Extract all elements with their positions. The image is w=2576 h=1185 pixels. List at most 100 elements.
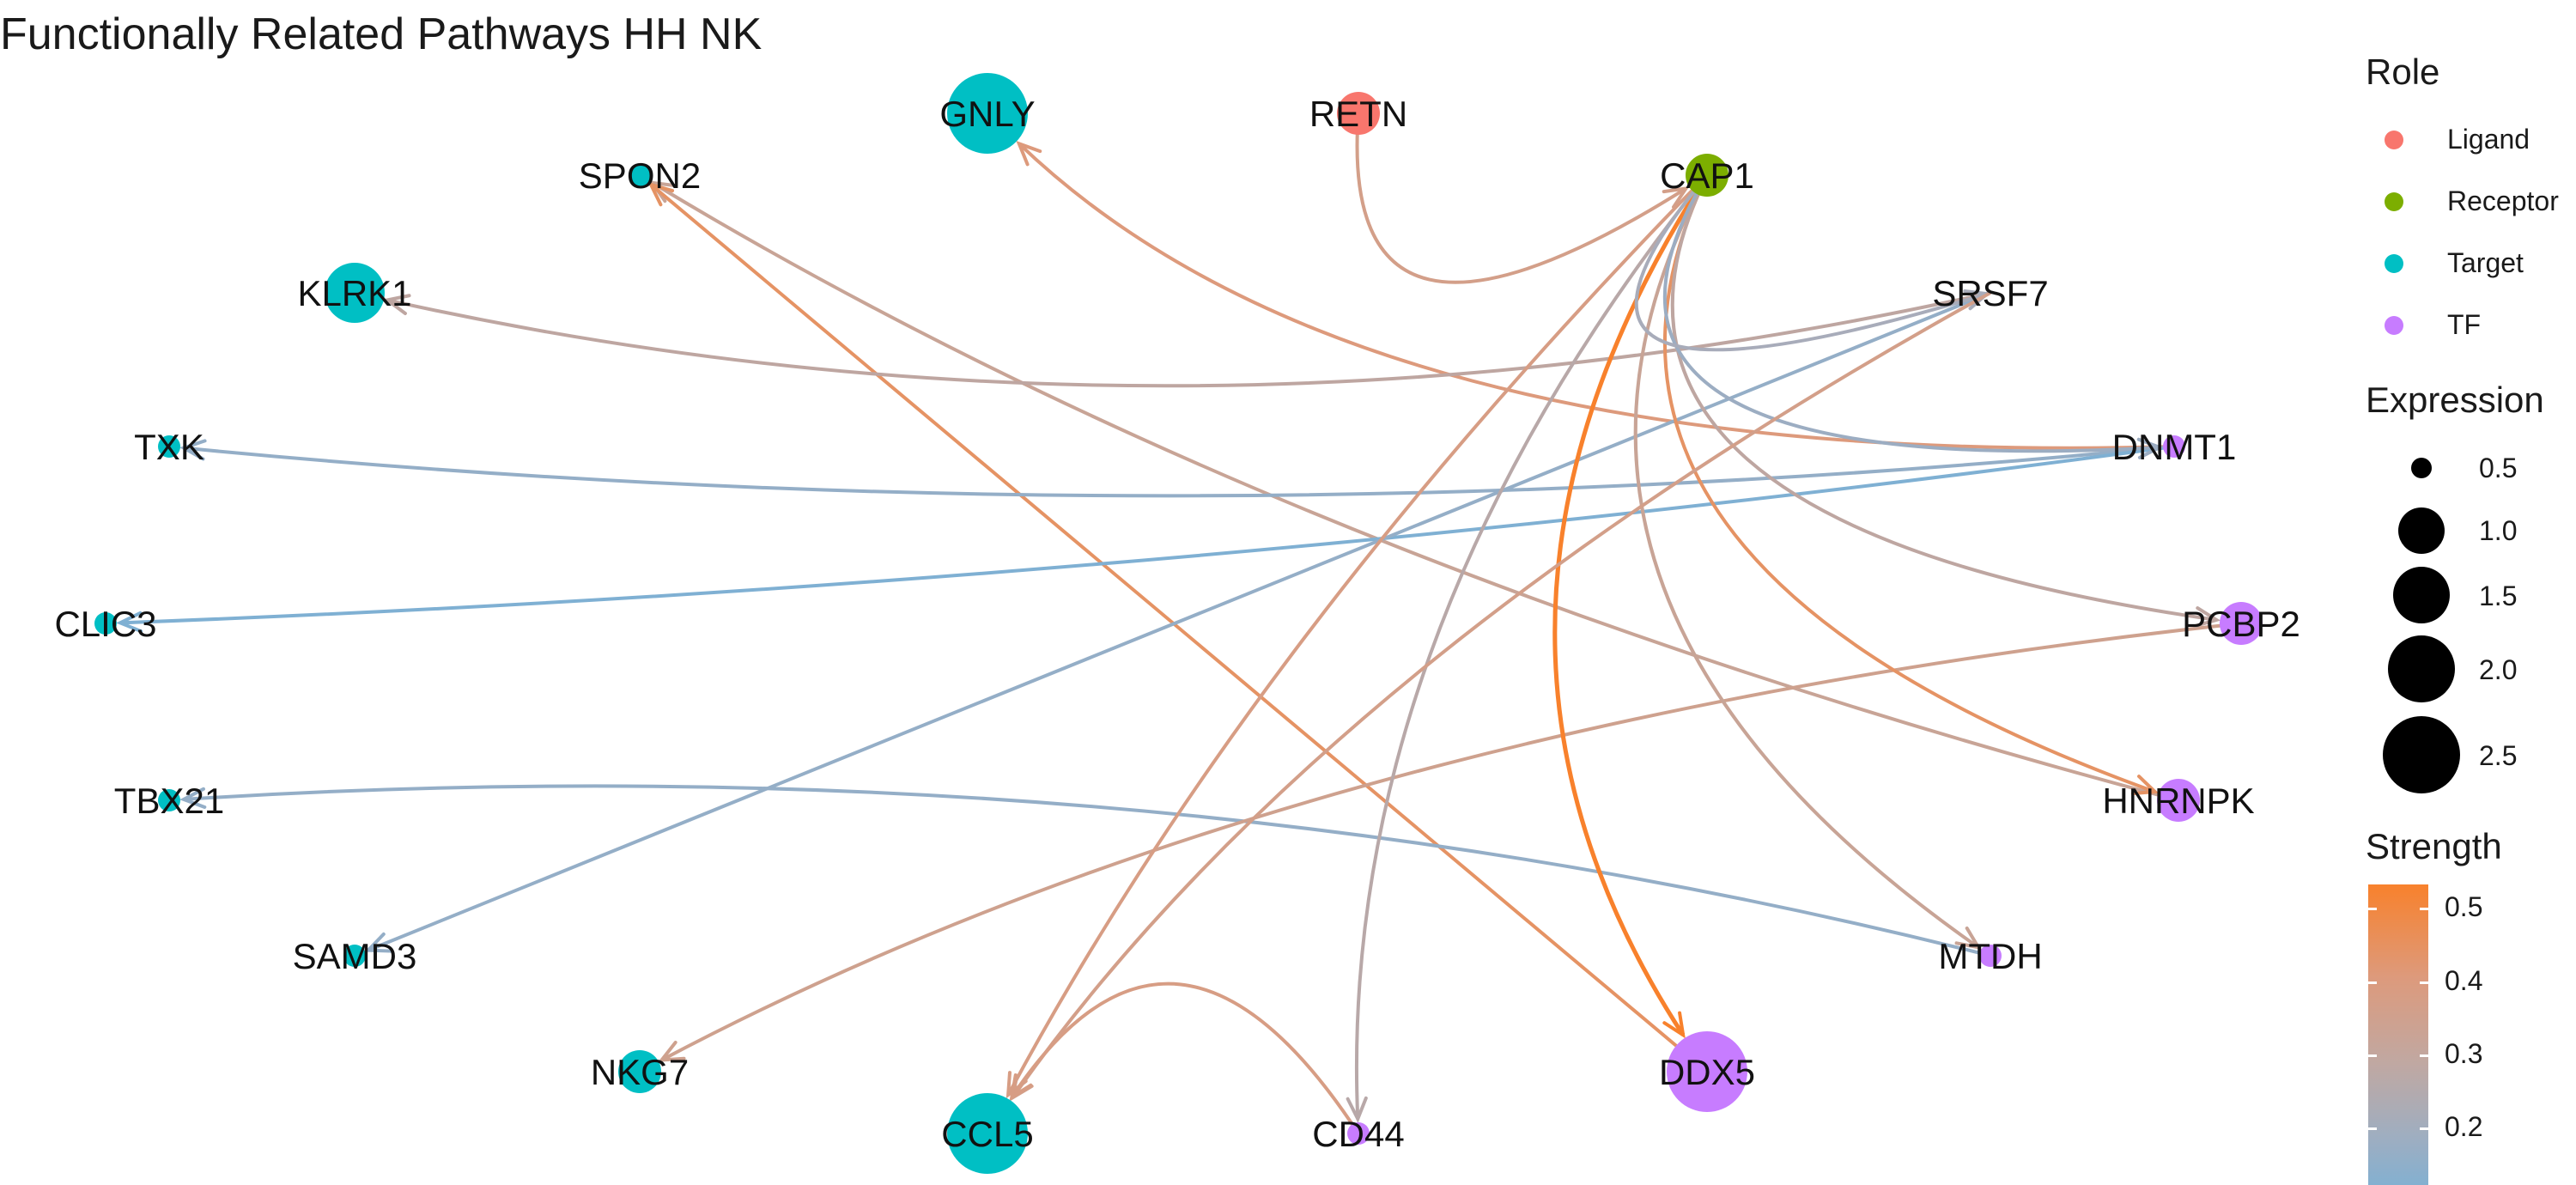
node-circle [343, 945, 366, 967]
edge-pcbp2-to-nkg7 [660, 622, 2242, 1062]
node-circle [618, 1050, 661, 1093]
node-layer: GNLY RETN SPON2 CAP1 KLRK1 SRSF7 TXK DNMT1 CLIC3… [54, 73, 2300, 1174]
strength-tick-right [2420, 1127, 2428, 1130]
legend-expression-title: Expression [2366, 380, 2544, 420]
node-retn: RETN [1309, 92, 1407, 135]
node-label: DNMT1 [2112, 427, 2237, 467]
node-cap1: CAP1 [1660, 154, 1754, 197]
node-circle [629, 164, 651, 186]
node-circle [1337, 92, 1380, 135]
edge-arrowhead [179, 787, 207, 809]
node-ddx5: DDX5 [1659, 1031, 1755, 1112]
node-circle [94, 612, 117, 635]
edge-arrowhead [2193, 606, 2221, 629]
node-circle [158, 789, 180, 811]
node-label: GNLY [939, 94, 1035, 134]
legend-expression-label: 1.0 [2479, 515, 2518, 546]
edge-hnrnpk-to-spon2 [651, 181, 2179, 802]
edge-arrowhead [364, 932, 392, 953]
strength-tick-right [2420, 1054, 2428, 1057]
edge-cap1-to-srsf7 [1634, 173, 1988, 352]
edge-cap1-to-ccl5 [1006, 173, 1709, 1096]
node-nkg7: NKG7 [591, 1050, 689, 1093]
node-circle [1347, 1122, 1370, 1145]
node-circle [947, 1093, 1028, 1174]
strength-colorbar [2368, 884, 2428, 1185]
legend-role-tf-dot [2385, 316, 2403, 335]
edge-cap1-to-dnmt1 [1662, 173, 2160, 453]
node-clic3: CLIC3 [54, 604, 156, 644]
node-samd3: SAMD3 [293, 936, 417, 976]
legend-role-ligand-label: Ligand [2447, 124, 2530, 155]
node-label: NKG7 [591, 1052, 689, 1092]
chart-title: Functionally Related Pathways HH NK [0, 9, 762, 59]
strength-tick-label: 0.3 [2445, 1038, 2483, 1069]
node-label: SPON2 [579, 155, 701, 196]
edge-arrowhead [1662, 1011, 1686, 1039]
edge-arrowhead [1016, 140, 1042, 167]
legend-expression-label: 2.5 [2479, 740, 2518, 771]
legend-expression-dot-0.5 [2411, 458, 2432, 478]
edge-arrowhead [1954, 926, 1983, 951]
node-label: RETN [1309, 94, 1407, 134]
node-srsf7: SRSF7 [1932, 273, 2048, 313]
strength-tick-right [2420, 908, 2428, 910]
legend-expression-label: 0.5 [2479, 453, 2518, 483]
node-circle [1686, 154, 1728, 197]
edge-arrowhead [383, 294, 411, 315]
edge-arrowhead [1346, 1096, 1368, 1123]
edge-retn-to-cap1 [1355, 112, 1687, 284]
legend-expression-label: 1.5 [2479, 580, 2518, 611]
legend-expression-dot-2.5 [2383, 716, 2460, 793]
strength-tick-label: 0.4 [2445, 965, 2483, 996]
legend-role-title: Role [2366, 52, 2440, 92]
strength-tick-label: 0.5 [2445, 891, 2483, 922]
node-circle [2163, 435, 2185, 458]
node-label: TBX21 [114, 781, 224, 821]
node-label: CAP1 [1660, 155, 1754, 196]
edge-srsf7-to-samd3 [368, 291, 1991, 952]
edge-cap1-to-mtdh [1633, 174, 1980, 949]
strength-tick-left [2368, 1054, 2377, 1057]
node-circle [2157, 779, 2200, 822]
node-label: PCBP2 [2182, 604, 2300, 644]
legend-role-target-dot [2385, 254, 2403, 273]
node-circle [1979, 945, 2002, 967]
node-label: CCL5 [941, 1114, 1033, 1154]
node-label: HNRNPK [2102, 781, 2254, 821]
edge-mtdh-to-tbx21 [183, 784, 1991, 957]
node-circle [2220, 602, 2263, 645]
legend-role-tf-label: TF [2447, 309, 2482, 340]
strength-tick-right [2420, 981, 2428, 984]
edge-cap1-to-cd44 [1354, 173, 1709, 1120]
edge-dnmt1-to-clic3 [119, 445, 2175, 625]
node-circle [947, 73, 1028, 154]
edge-arrowhead [647, 181, 675, 207]
legend-role-receptor-label: Receptor [2447, 185, 2559, 216]
legend: Role Ligand Receptor Target TF Expressio… [2366, 0, 2576, 1185]
node-label: SAMD3 [293, 936, 417, 976]
node-pcbp2: PCBP2 [2182, 602, 2300, 645]
node-gnly: GNLY [939, 73, 1036, 154]
node-label: CLIC3 [54, 604, 156, 644]
strength-tick-left [2368, 981, 2377, 984]
edge-arrowhead [116, 611, 143, 634]
node-label: SRSF7 [1932, 273, 2048, 313]
node-cd44: CD44 [1312, 1114, 1404, 1154]
node-circle [158, 435, 180, 458]
edge-dnmt1-to-gnly [1018, 142, 2175, 450]
node-txk: TXK [134, 427, 204, 467]
strength-tick-label: 0.2 [2445, 1111, 2483, 1142]
legend-expression-dot-1.0 [2398, 507, 2445, 554]
legend-strength-title: Strength [2366, 826, 2502, 866]
edge-srsf7-to-ccl5 [1011, 291, 1991, 1099]
edge-cap1-to-pcbp2 [1670, 174, 2217, 622]
legend-role-target-label: Target [2447, 247, 2524, 278]
edge-arrowhead [1009, 1073, 1033, 1101]
edge-arrowhead [179, 439, 207, 461]
edge-arrowhead [2136, 437, 2164, 459]
edge-arrowhead [658, 1040, 686, 1062]
node-label: CD44 [1312, 1114, 1404, 1154]
edge-arrowhead [1662, 185, 1690, 210]
node-klrk1: KLRK1 [297, 263, 412, 323]
